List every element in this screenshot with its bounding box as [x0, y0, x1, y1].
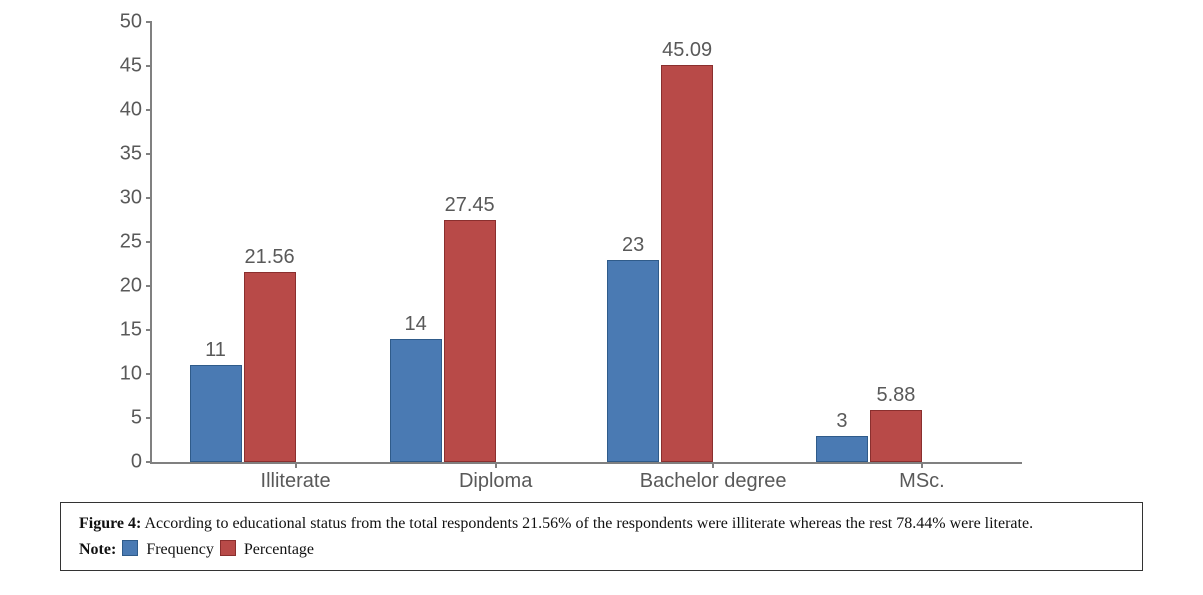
y-tick-mark	[146, 65, 152, 67]
y-tick-label: 20	[120, 275, 142, 298]
y-tick-label: 30	[120, 187, 142, 210]
caption-note-line: Note: Frequency Percentage	[79, 539, 1124, 561]
percentage-swatch-icon	[220, 540, 236, 556]
frequency-bar: 23	[607, 260, 659, 462]
percentage-bar-label: 27.45	[445, 194, 495, 217]
y-tick-label: 40	[120, 99, 142, 122]
figure-label: Figure 4:	[79, 515, 141, 532]
y-tick-label: 0	[131, 451, 142, 474]
x-tick-label: MSc.	[899, 470, 945, 493]
y-tick-mark	[146, 241, 152, 243]
percentage-bar: 5.88	[870, 410, 922, 462]
y-tick-label: 25	[120, 231, 142, 254]
frequency-bar: 11	[190, 365, 242, 462]
y-tick-mark	[146, 21, 152, 23]
legend-frequency-label: Frequency	[146, 541, 214, 558]
percentage-bar: 27.45	[444, 220, 496, 462]
percentage-bar-label: 45.09	[662, 39, 712, 62]
x-tick-mark	[921, 462, 923, 468]
y-tick-label: 35	[120, 143, 142, 166]
x-tick-mark	[295, 462, 297, 468]
frequency-bar: 3	[816, 436, 868, 462]
y-tick-mark	[146, 373, 152, 375]
x-tick-label: Diploma	[459, 470, 532, 493]
percentage-bar-label: 5.88	[876, 384, 915, 407]
y-tick-label: 10	[120, 363, 142, 386]
frequency-bar: 14	[390, 339, 442, 462]
note-label: Note:	[79, 541, 116, 558]
y-tick-mark	[146, 329, 152, 331]
y-tick-label: 50	[120, 11, 142, 34]
y-tick-mark	[146, 109, 152, 111]
page-root: 051015202530354045501121.56Illiterate142…	[0, 0, 1203, 595]
y-tick-mark	[146, 197, 152, 199]
y-tick-label: 5	[131, 407, 142, 430]
frequency-bar-label: 3	[836, 410, 847, 433]
percentage-bar: 21.56	[244, 272, 296, 462]
y-tick-mark	[146, 461, 152, 463]
x-tick-mark	[712, 462, 714, 468]
x-tick-label: Illiterate	[261, 470, 331, 493]
frequency-bar-label: 23	[622, 234, 644, 257]
y-tick-label: 15	[120, 319, 142, 342]
y-tick-mark	[146, 417, 152, 419]
x-tick-label: Bachelor degree	[640, 470, 787, 493]
legend-percentage-label: Percentage	[244, 541, 314, 558]
y-tick-label: 45	[120, 55, 142, 78]
caption-line: Figure 4: According to educational statu…	[79, 513, 1124, 535]
chart-region: 051015202530354045501121.56Illiterate142…	[90, 12, 1110, 502]
percentage-bar: 45.09	[661, 65, 713, 462]
percentage-bar-label: 21.56	[245, 246, 295, 269]
caption-box: Figure 4: According to educational statu…	[60, 502, 1143, 571]
frequency-swatch-icon	[122, 540, 138, 556]
frequency-bar-label: 11	[205, 339, 226, 362]
plot-area: 051015202530354045501121.56Illiterate142…	[150, 22, 1022, 464]
caption-text: According to educational status from the…	[144, 515, 1033, 532]
y-tick-mark	[146, 285, 152, 287]
frequency-bar-label: 14	[405, 313, 427, 336]
x-tick-mark	[495, 462, 497, 468]
y-tick-mark	[146, 153, 152, 155]
